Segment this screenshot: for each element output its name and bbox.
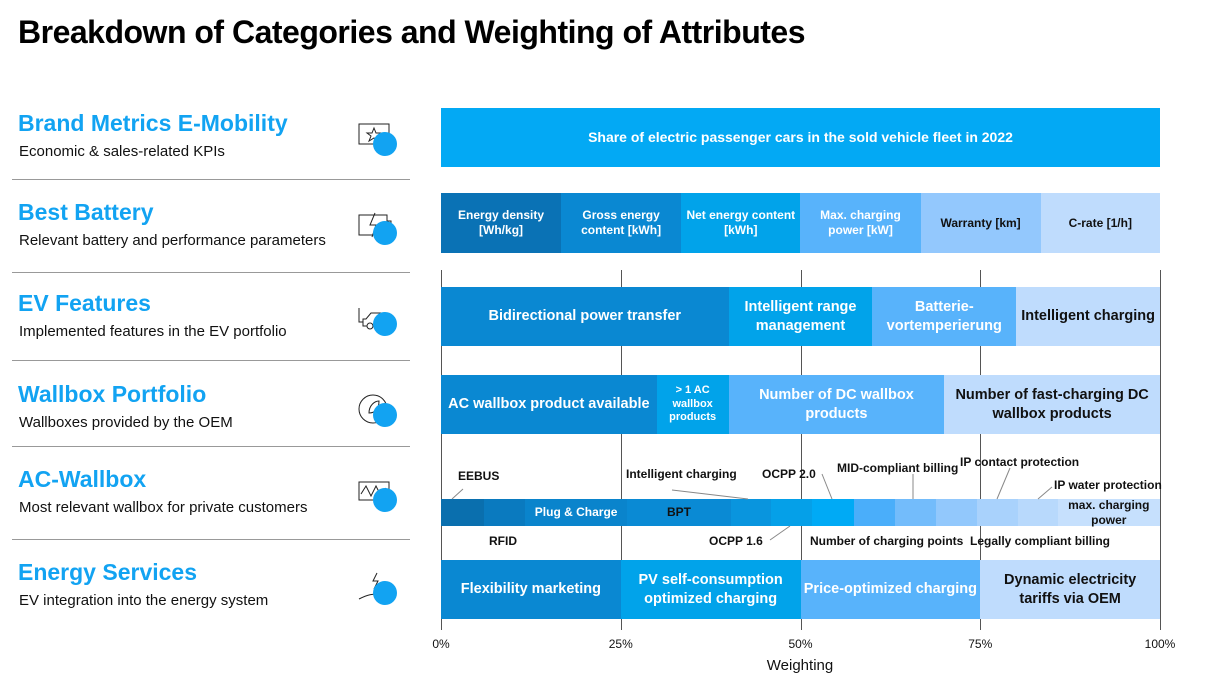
callout-leader-line <box>821 473 833 500</box>
bar-segment <box>853 499 895 526</box>
category-ac-wallbox: AC-Wallbox Most relevant wallbox for priv… <box>18 466 410 516</box>
category-description: Relevant battery and performance paramet… <box>19 232 326 249</box>
chart-row-ac-wallbox: Plug & Charge BPT max. charging power <box>441 498 1160 527</box>
category-title: Brand Metrics E-Mobility <box>18 110 288 136</box>
bar-segment: C-rate [1/h] <box>1040 193 1160 253</box>
category-title: EV Features <box>18 290 151 316</box>
page-title: Breakdown of Categories and Weighting of… <box>18 14 805 50</box>
bar-segment: Dynamic electricity tariffs via OEM <box>980 560 1160 619</box>
gridline <box>441 270 442 630</box>
gridline <box>620 270 622 630</box>
category-description: EV integration into the energy system <box>19 592 269 609</box>
callout-leader-line <box>671 489 749 500</box>
bar-segment: Bidirectional power transfer <box>441 287 729 346</box>
bar-segment <box>484 499 526 526</box>
category-description: Implemented features in the EV portfolio <box>19 323 287 340</box>
callout-leader-line <box>451 488 464 500</box>
bar-segment: Intelligent range management <box>728 287 873 346</box>
category-title: Best Battery <box>18 199 154 225</box>
callout-label: IP contact protection <box>960 455 1080 469</box>
star-speech-bubble-icon <box>355 120 401 158</box>
bar-segment: AC wallbox product available <box>441 375 657 434</box>
electric-car-icon <box>355 300 401 338</box>
bar-segment <box>770 499 812 526</box>
callout-label: MID-compliant billing <box>837 461 959 475</box>
x-axis-label: Weighting <box>766 657 834 674</box>
callout-label: IP water protection <box>1054 478 1162 492</box>
callout-label: Number of charging points <box>810 534 964 548</box>
bar-segment: Price-optimized charging <box>800 560 981 619</box>
bar-segment: Net energy content [kWh] <box>681 193 801 253</box>
callout-label: EEBUS <box>458 469 500 483</box>
x-tick-label: 75% <box>968 637 993 651</box>
bar-segment: Intelligent charging <box>1016 287 1160 346</box>
chart-row-energy-services: Flexibility marketing PV self-consumption… <box>441 560 1160 619</box>
x-tick-label: 0% <box>432 637 450 651</box>
gridline <box>1160 270 1161 630</box>
bar-segment: Plug & Charge <box>525 499 628 526</box>
category-divider <box>12 179 410 180</box>
category-description: Most relevant wallbox for private custom… <box>19 499 308 516</box>
category-wallbox-portfolio: Wallbox Portfolio Wallboxes provided by t… <box>18 381 410 431</box>
bar-segment: Flexibility marketing <box>441 560 621 619</box>
bar-segment: Gross energy content [kWh] <box>561 193 682 253</box>
x-tick-label: 100% <box>1144 637 1176 651</box>
callout-label: Intelligent charging <box>626 467 737 481</box>
category-divider <box>12 539 410 540</box>
category-best-battery: Best Battery Relevant battery and perform… <box>18 199 410 249</box>
hand-bolt-icon <box>355 569 401 607</box>
bar-segment <box>935 499 977 526</box>
callout-label: Legally compliant billing <box>970 534 1111 548</box>
category-ev-features: EV Features Implemented features in the E… <box>18 290 410 340</box>
bar-segment <box>811 499 854 526</box>
gridline <box>800 270 802 630</box>
bar-segment <box>1017 499 1058 526</box>
callout-label: OCPP 1.6 <box>709 534 763 548</box>
category-brand-metrics-e-mobility: Brand Metrics E-Mobility Economic & sales… <box>18 110 410 160</box>
bar-segment: Energy density [Wh/kg] <box>441 193 562 253</box>
category-title: Wallbox Portfolio <box>18 381 207 407</box>
bar-segment: > 1 AC wallbox products <box>656 375 729 434</box>
bar-segment: PV self-consumption optimized charging <box>620 560 801 619</box>
bar-segment: Batterie-vortemperierung <box>872 287 1017 346</box>
callout-leader-line <box>996 467 1011 500</box>
category-divider <box>12 446 410 447</box>
callout-label: RFID <box>489 534 517 548</box>
bar-segment <box>894 499 936 526</box>
bar-segment: max. charging power <box>1057 498 1160 527</box>
category-description: Economic & sales-related KPIs <box>19 143 225 160</box>
bar-segment: Number of DC wallbox products <box>728 375 945 434</box>
category-description: Wallboxes provided by the OEM <box>19 414 233 431</box>
chart-row-ev-features: Bidirectional power transfer Intelligent … <box>441 287 1160 346</box>
bar-segment <box>976 499 1018 526</box>
category-divider <box>12 272 410 273</box>
bar-segment: Share of electric passenger cars in the … <box>441 108 1160 167</box>
callout-leader-line <box>769 525 791 541</box>
battery-bolt-icon <box>355 209 401 247</box>
category-energy-services: Energy Services EV integration into the e… <box>18 559 410 609</box>
bar-segment <box>730 499 771 526</box>
bar-segment: Warranty [km] <box>920 193 1041 253</box>
category-title: AC-Wallbox <box>18 466 147 492</box>
x-tick-label: 50% <box>788 637 813 651</box>
callout-label: OCPP 2.0 <box>762 467 816 481</box>
bar-segment: BPT <box>627 499 731 526</box>
leaf-plug-icon <box>355 391 401 429</box>
category-title: Energy Services <box>18 559 198 585</box>
gridline <box>980 270 982 630</box>
callout-leader-line <box>1037 486 1053 500</box>
bar-segment <box>441 499 485 526</box>
bar-segment: Max. charging power [kW] <box>800 193 921 253</box>
chart-row-wallbox-portfolio: AC wallbox product available > 1 AC wallb… <box>441 375 1160 434</box>
wallbox-wave-icon <box>355 476 401 514</box>
category-divider <box>12 360 410 361</box>
chart-row-brand-metrics-e-mobility: Share of electric passenger cars in the … <box>441 108 1160 167</box>
bar-segment: Number of fast-charging DC wallbox produ… <box>944 375 1160 434</box>
x-tick-label: 25% <box>608 637 633 651</box>
chart-row-best-battery: Energy density [Wh/kg] Gross energy conte… <box>441 193 1160 253</box>
